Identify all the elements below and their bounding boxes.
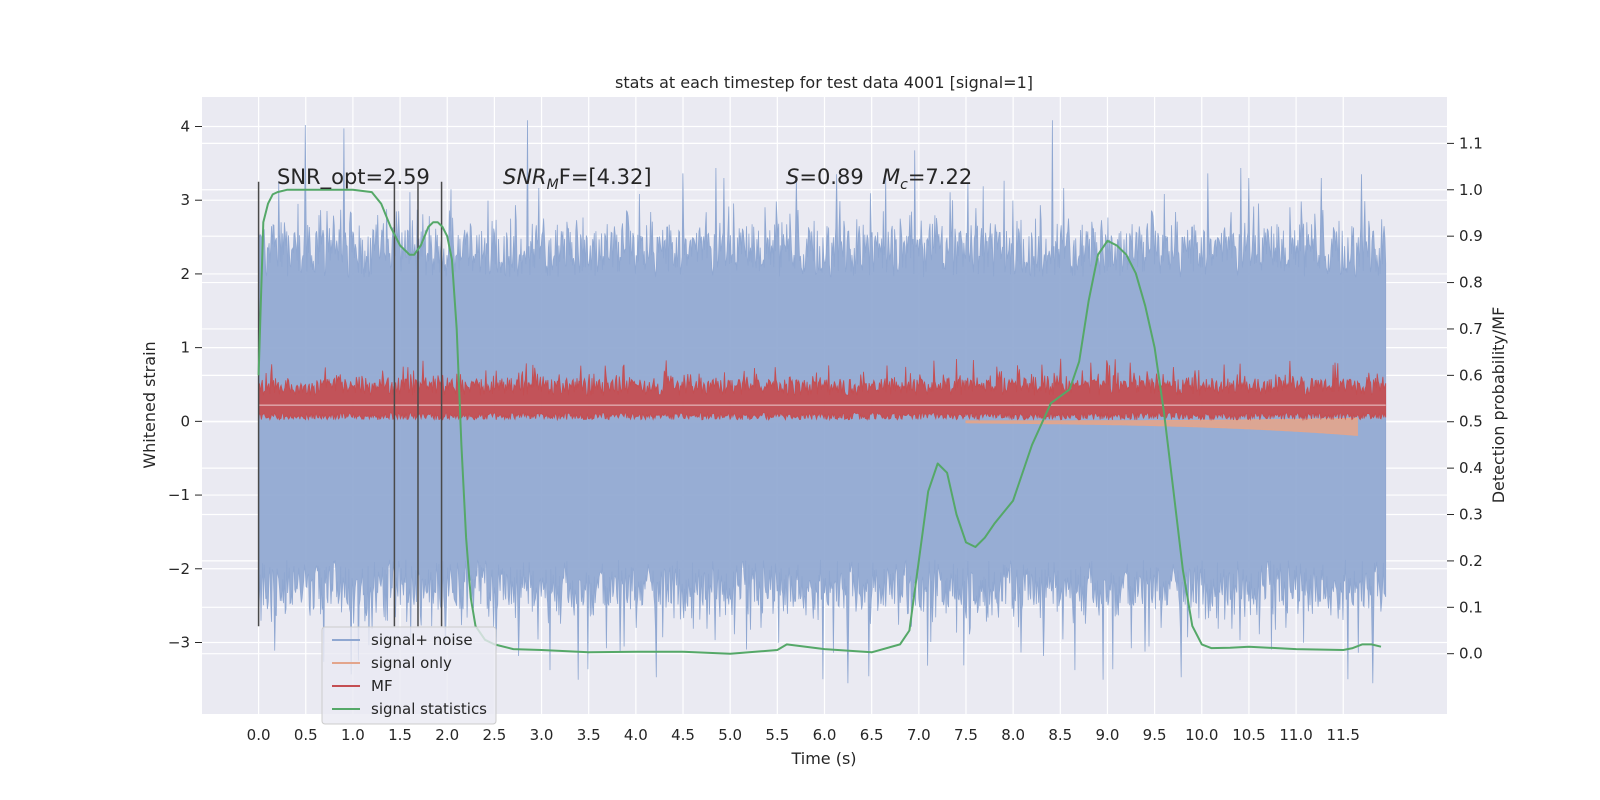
x-tick-label: 3.0: [530, 726, 554, 744]
legend: signal+ noise signal only MF signal stat…: [321, 626, 497, 725]
left-y-tick-label: 4: [180, 117, 190, 135]
legend-label-mf: MF: [371, 677, 393, 695]
x-tick-label: 1.5: [388, 726, 412, 744]
x-tick-label: 1.0: [341, 726, 365, 744]
left-y-tick-label: −1: [168, 486, 190, 504]
right-y-tick-label: 0.3: [1459, 506, 1483, 524]
series-mf: [258, 358, 1387, 422]
left-y-tick-label: −2: [168, 560, 190, 578]
left-y-tick-label: 1: [180, 339, 190, 357]
x-tick-label: 9.0: [1096, 726, 1120, 744]
legend-label-signal-statistics: signal statistics: [371, 700, 487, 718]
legend-label-signal-only: signal only: [371, 654, 452, 672]
overlap-annotation: S=0.89: [786, 165, 864, 189]
x-tick-label: 8.0: [1001, 726, 1025, 744]
left-y-tick-label: 2: [180, 265, 190, 283]
x-tick-label: 10.5: [1232, 726, 1265, 744]
x-tick-label: 10.0: [1185, 726, 1218, 744]
x-tick-label: 0.5: [294, 726, 318, 744]
right-y-tick-label: 0.5: [1459, 413, 1483, 431]
x-tick-label: 7.5: [954, 726, 978, 744]
x-tick-label: 4.5: [671, 726, 695, 744]
x-tick-label: 11.5: [1327, 726, 1360, 744]
chart-title: stats at each timestep for test data 400…: [615, 73, 1033, 92]
plot-area: [257, 120, 1387, 684]
x-tick-label: 7.0: [907, 726, 931, 744]
right-y-axis-ticks: 1.1 1.0 0.9 0.8 0.7 0.6 0.5 0.4 0.3 0.2 0.1 0.0: [1447, 134, 1483, 663]
right-y-tick-label: 0.7: [1459, 320, 1483, 338]
chirp-mass-name: M: [882, 165, 900, 189]
x-tick-label: 11.0: [1279, 726, 1312, 744]
series-signal-statistics: [257, 188, 1382, 655]
right-y-tick-label: 0.2: [1459, 552, 1483, 570]
x-tick-label: 9.5: [1143, 726, 1167, 744]
right-y-tick-label: 0.1: [1459, 598, 1483, 616]
x-tick-label: 8.5: [1048, 726, 1072, 744]
snr-mf-value: F=[4.32]: [559, 165, 652, 189]
x-tick-label: 0.0: [247, 726, 271, 744]
right-y-tick-label: 0.4: [1459, 459, 1483, 477]
snr-mf-name: SNR: [503, 165, 547, 189]
x-tick-label: 3.5: [577, 726, 601, 744]
snr-mf-subscript: M: [547, 177, 559, 193]
right-y-tick-label: 0.0: [1459, 645, 1483, 663]
x-axis-label: Time (s): [790, 749, 856, 768]
left-y-tick-label: −3: [168, 633, 190, 651]
legend-label-signal-noise: signal+ noise: [371, 631, 473, 649]
left-y-axis-ticks: 4 3 2 1 0 −1 −2 −3: [168, 117, 202, 651]
right-y-axis-label: Detection probability/MF: [1489, 307, 1508, 504]
overlap-value: =0.89: [799, 165, 863, 189]
chirp-mass-value: =7.22: [908, 165, 972, 189]
overlap-name: S: [786, 165, 799, 189]
snr-mf-annotation: SNRMF=[4.32]: [503, 165, 652, 193]
chirp-mass-subscript: c: [900, 177, 908, 193]
chirp-mass-annotation: Mc=7.22: [882, 165, 972, 193]
left-y-tick-label: 3: [180, 191, 190, 209]
x-tick-label: 6.5: [860, 726, 884, 744]
x-tick-label: 2.0: [435, 726, 459, 744]
left-y-tick-label: 0: [180, 412, 190, 430]
x-tick-label: 5.0: [718, 726, 742, 744]
right-y-tick-label: 1.0: [1459, 181, 1483, 199]
snr-opt-annotation: SNR_opt=2.59: [277, 165, 430, 190]
right-y-tick-label: 0.6: [1459, 366, 1483, 384]
right-y-tick-label: 0.8: [1459, 274, 1483, 292]
right-y-tick-label: 0.9: [1459, 227, 1483, 245]
right-y-tick-label: 1.1: [1459, 134, 1483, 152]
x-axis-ticks: 0.0 0.5 1.0 1.5 2.0 2.5 3.0 3.5 4.0 4.5 5.0 5.5 6.0 6…: [247, 726, 1360, 744]
x-tick-label: 2.5: [482, 726, 506, 744]
x-tick-label: 4.0: [624, 726, 648, 744]
legend-box: [321, 626, 497, 725]
series-signal-only: [965, 417, 1358, 436]
x-tick-label: 6.0: [813, 726, 837, 744]
x-tick-label: 5.5: [765, 726, 789, 744]
left-y-axis-label: Whitened strain: [140, 341, 159, 468]
